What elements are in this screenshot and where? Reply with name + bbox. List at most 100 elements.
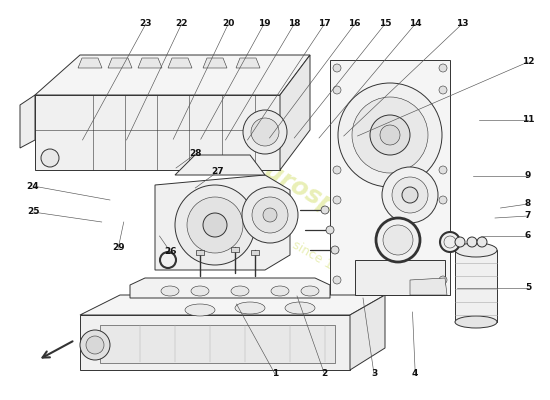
Circle shape — [455, 237, 465, 247]
Ellipse shape — [231, 286, 249, 296]
Circle shape — [263, 208, 277, 222]
Circle shape — [321, 206, 329, 214]
Bar — [196, 250, 204, 255]
Circle shape — [392, 177, 428, 213]
Text: 19: 19 — [258, 20, 270, 28]
Circle shape — [444, 236, 456, 248]
Polygon shape — [35, 55, 310, 95]
Polygon shape — [350, 295, 385, 370]
Circle shape — [439, 166, 447, 174]
Text: 28: 28 — [189, 150, 201, 158]
Polygon shape — [410, 278, 447, 295]
Ellipse shape — [455, 243, 497, 257]
Circle shape — [333, 64, 341, 72]
Text: 7: 7 — [525, 212, 531, 220]
Circle shape — [370, 115, 410, 155]
Circle shape — [187, 197, 243, 253]
Ellipse shape — [285, 302, 315, 314]
Polygon shape — [355, 260, 445, 295]
Text: 26: 26 — [164, 248, 177, 256]
Polygon shape — [330, 60, 450, 295]
Text: 25: 25 — [27, 208, 39, 216]
Polygon shape — [203, 58, 227, 68]
Ellipse shape — [271, 286, 289, 296]
Circle shape — [326, 226, 334, 234]
Text: 18: 18 — [288, 20, 300, 28]
Text: 13: 13 — [456, 20, 468, 28]
Text: 23: 23 — [140, 20, 152, 28]
Text: 29: 29 — [112, 244, 124, 252]
Circle shape — [333, 276, 341, 284]
Text: 20: 20 — [222, 20, 234, 28]
Polygon shape — [168, 58, 192, 68]
Text: 4: 4 — [412, 370, 419, 378]
Circle shape — [352, 97, 428, 173]
Circle shape — [477, 237, 487, 247]
Text: 2: 2 — [321, 370, 328, 378]
Polygon shape — [130, 278, 330, 298]
Circle shape — [338, 83, 442, 187]
Ellipse shape — [161, 286, 179, 296]
Circle shape — [439, 276, 447, 284]
Circle shape — [439, 64, 447, 72]
Circle shape — [333, 166, 341, 174]
Text: 24: 24 — [27, 182, 39, 190]
Text: 12: 12 — [522, 58, 534, 66]
Text: eurospares: eurospares — [245, 150, 394, 250]
Polygon shape — [155, 175, 290, 270]
Circle shape — [333, 86, 341, 94]
Circle shape — [439, 196, 447, 204]
Text: 1: 1 — [272, 370, 278, 378]
Circle shape — [439, 86, 447, 94]
Text: 17: 17 — [318, 20, 331, 28]
Bar — [455, 250, 497, 322]
Ellipse shape — [301, 286, 319, 296]
Circle shape — [80, 330, 110, 360]
Circle shape — [333, 196, 341, 204]
Bar — [100, 325, 335, 363]
Text: 5: 5 — [525, 284, 531, 292]
Polygon shape — [175, 155, 265, 175]
Circle shape — [252, 197, 288, 233]
Ellipse shape — [455, 316, 497, 328]
Polygon shape — [35, 95, 280, 170]
Circle shape — [402, 187, 418, 203]
Circle shape — [251, 118, 279, 146]
Bar — [231, 247, 239, 252]
Bar — [251, 250, 259, 255]
Circle shape — [467, 237, 477, 247]
Polygon shape — [108, 58, 132, 68]
Text: 9: 9 — [525, 172, 531, 180]
Text: 16: 16 — [349, 20, 361, 28]
Text: 27: 27 — [211, 168, 223, 176]
Circle shape — [380, 125, 400, 145]
Circle shape — [383, 225, 413, 255]
Circle shape — [86, 336, 104, 354]
Text: 3: 3 — [371, 370, 377, 378]
Circle shape — [243, 110, 287, 154]
Polygon shape — [236, 58, 260, 68]
Circle shape — [440, 232, 460, 252]
Circle shape — [203, 213, 227, 237]
Circle shape — [376, 218, 420, 262]
Polygon shape — [20, 95, 35, 148]
Polygon shape — [280, 55, 310, 170]
Text: 14: 14 — [409, 20, 421, 28]
Polygon shape — [80, 295, 385, 315]
Ellipse shape — [185, 304, 215, 316]
Text: 11: 11 — [522, 116, 534, 124]
Circle shape — [175, 185, 255, 265]
Text: 22: 22 — [175, 20, 188, 28]
Text: 8: 8 — [525, 200, 531, 208]
Polygon shape — [78, 58, 102, 68]
Text: 6: 6 — [525, 232, 531, 240]
Polygon shape — [138, 58, 162, 68]
Ellipse shape — [191, 286, 209, 296]
Circle shape — [242, 187, 298, 243]
Circle shape — [331, 246, 339, 254]
Circle shape — [382, 167, 438, 223]
Polygon shape — [80, 315, 350, 370]
Text: a passion since 1985: a passion since 1985 — [235, 206, 355, 284]
Ellipse shape — [235, 302, 265, 314]
Text: 15: 15 — [379, 20, 391, 28]
